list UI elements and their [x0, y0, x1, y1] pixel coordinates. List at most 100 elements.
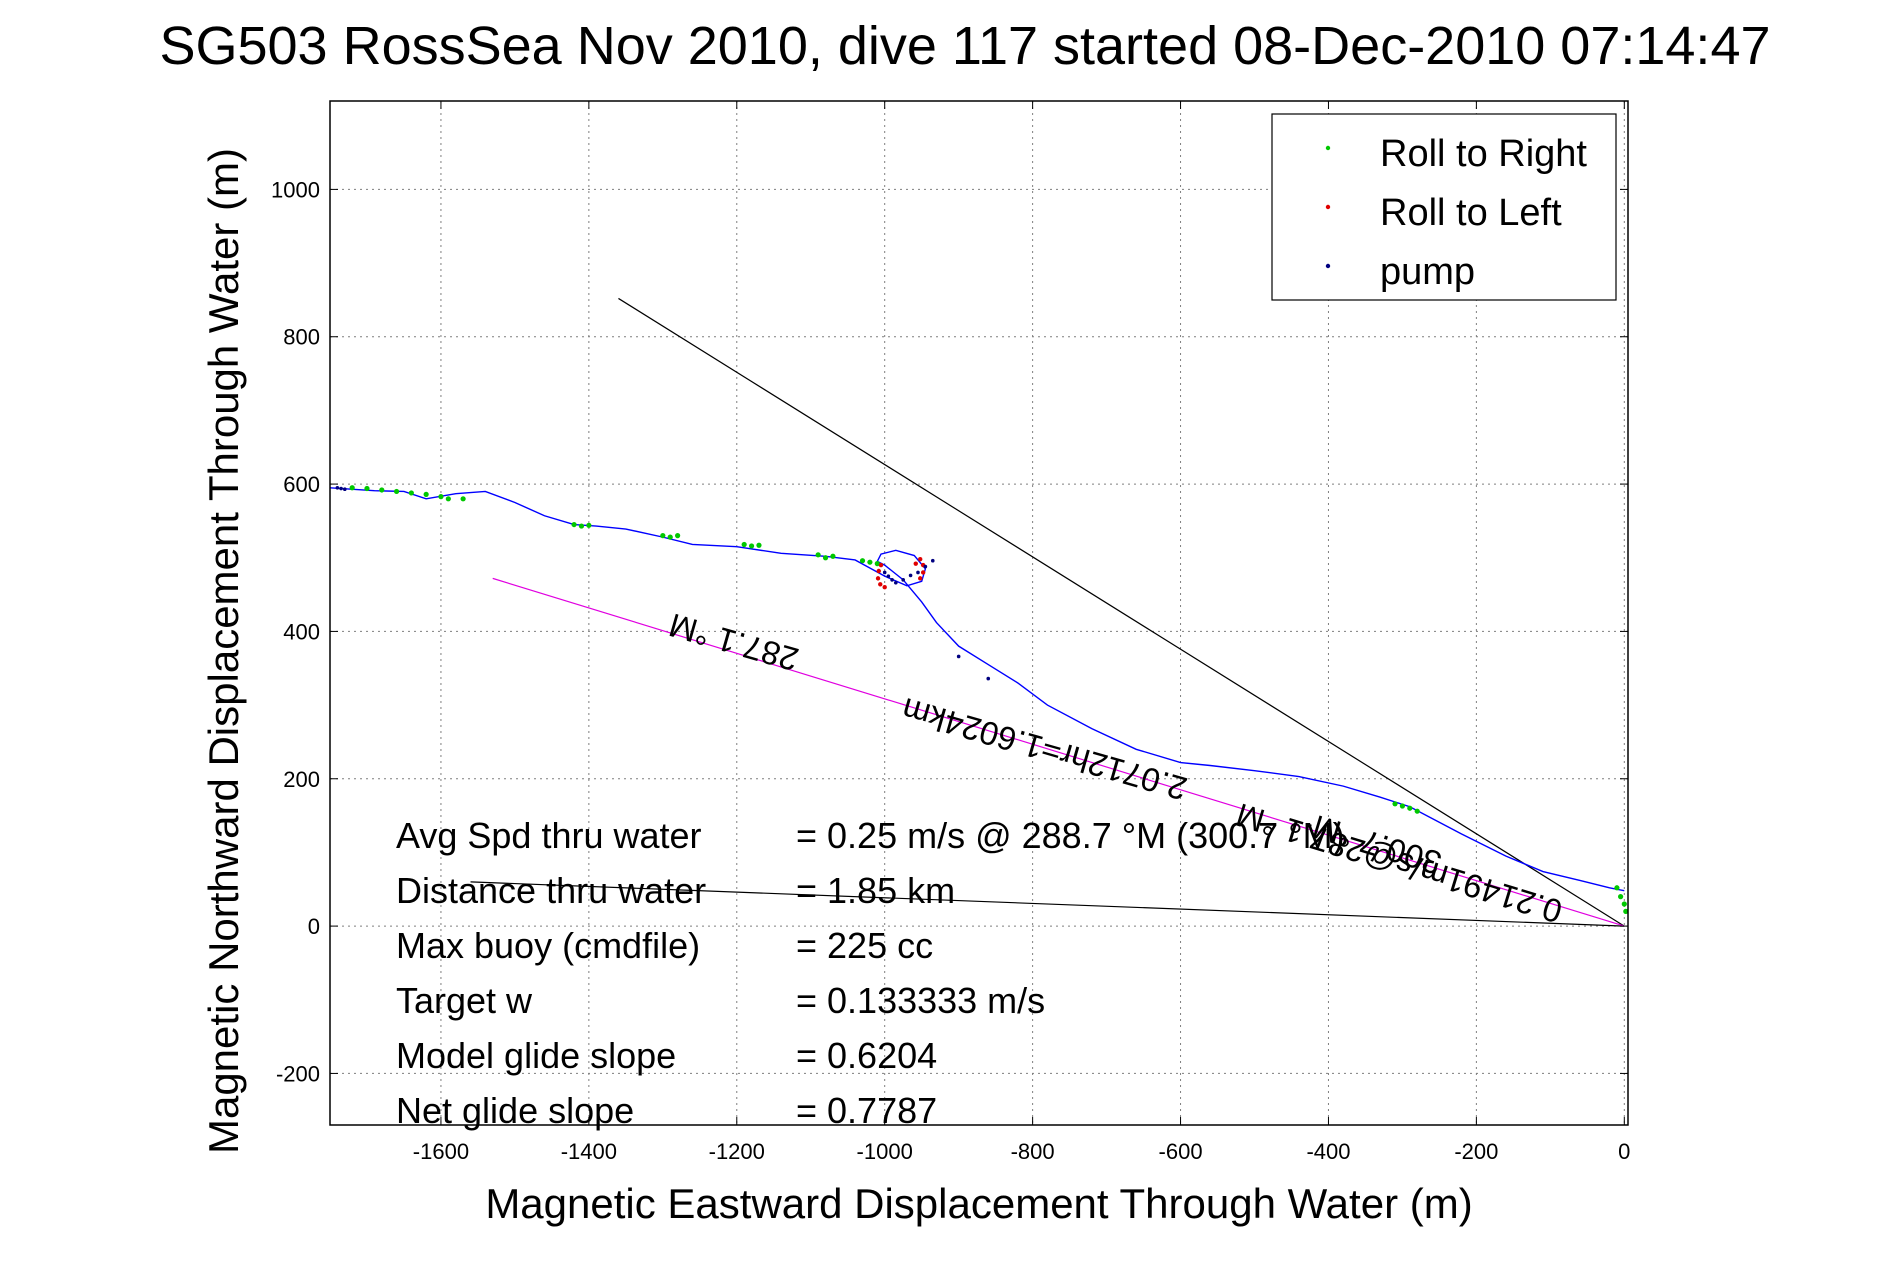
- roll-right-point: [349, 485, 355, 491]
- roll-right-point: [445, 496, 451, 502]
- y-tick-label: 800: [283, 325, 320, 350]
- stat-value: = 0.133333 m/s: [796, 980, 1045, 1021]
- chart-title: SG503 RossSea Nov 2010, dive 117 started…: [159, 16, 1770, 76]
- plot-frame: [329, 100, 1629, 1126]
- stat-label: Model glide slope: [396, 1035, 676, 1076]
- pump-point: [930, 558, 935, 563]
- y-tick-label: -200: [276, 1061, 320, 1086]
- x-tick-label: -600: [1159, 1139, 1203, 1164]
- stat-label: Avg Spd thru water: [396, 815, 702, 856]
- x-tick-label: -200: [1454, 1139, 1498, 1164]
- pump-point: [886, 574, 891, 578]
- pump-point: [339, 486, 343, 491]
- stats-block: Avg Spd thru water = 0.25 m/s @ 288.7 °M …: [396, 815, 1345, 1131]
- roll-right-point: [867, 559, 873, 565]
- roll-left-point: [918, 576, 923, 581]
- y-tick-label: 400: [283, 619, 320, 644]
- roll-right-point: [379, 487, 385, 493]
- roll-right-point: [1392, 801, 1398, 807]
- pump-point: [923, 564, 928, 569]
- guide-line: [618, 297, 1625, 927]
- roll-right-point: [408, 490, 414, 496]
- roll-right-point: [756, 542, 762, 548]
- pump-point: [342, 487, 347, 492]
- roll-right-point: [571, 521, 577, 528]
- roll-left-point: [878, 562, 884, 568]
- roll-right-point: [1407, 805, 1413, 811]
- pump-point: [893, 580, 898, 585]
- roll-right-point: [364, 485, 370, 492]
- stat-value: = 1.85 km: [796, 870, 955, 911]
- y-tick-label: 1000: [271, 177, 320, 202]
- roll-left-point: [878, 582, 883, 587]
- pump-point: [901, 578, 905, 582]
- x-axis-label: Magnetic Eastward Displacement Through W…: [485, 1180, 1472, 1227]
- roll-right-point: [830, 553, 836, 559]
- x-tick-label: -1600: [413, 1139, 469, 1164]
- roll-right-point: [578, 523, 585, 529]
- x-tick-label: -400: [1306, 1139, 1350, 1164]
- plot-series: [329, 297, 1629, 927]
- roll-right-point: [438, 494, 444, 500]
- pump-point: [916, 570, 920, 575]
- roll-right-point: [660, 533, 666, 539]
- grid: [330, 101, 1628, 1125]
- roll-right-point: [822, 555, 829, 561]
- roll-right-point: [1618, 894, 1624, 900]
- stat-value: = 0.7787: [796, 1090, 937, 1131]
- roll-left-point: [882, 585, 887, 590]
- legend-label: Roll to Right: [1380, 133, 1587, 175]
- y-tick-label: 0: [308, 914, 320, 939]
- x-tick-label: -800: [1011, 1139, 1055, 1164]
- stat-value: = 0.25 m/s @ 288.7 °M (300.7 °M): [796, 815, 1345, 856]
- legend-label: pump: [1380, 251, 1475, 293]
- stat-value: = 0.6204: [796, 1035, 937, 1076]
- stat-label: Target w: [396, 980, 533, 1021]
- roll-right-point: [423, 491, 429, 497]
- roll-right-point: [874, 561, 880, 567]
- roll-right-point: [1414, 808, 1420, 814]
- heading-line: [492, 577, 1625, 927]
- x-tick-label: -1000: [857, 1139, 913, 1164]
- y-tick-label: 200: [283, 767, 320, 792]
- guide-line: [470, 881, 1625, 927]
- pump-point: [986, 676, 991, 681]
- roll-right-point: [667, 534, 673, 540]
- roll-right-point: [393, 488, 400, 495]
- roll-right-point: [1621, 901, 1627, 907]
- legend: Roll to Right Roll to Left pump: [1271, 113, 1617, 301]
- x-tick-label: 0: [1618, 1139, 1630, 1164]
- pump-point: [335, 485, 340, 490]
- stat-label: Net glide slope: [396, 1090, 634, 1131]
- stat-value: = 225 cc: [796, 925, 933, 966]
- y-axis-label: Magnetic Northward Displacement Through …: [200, 148, 247, 1154]
- roll-right-point: [586, 522, 592, 528]
- roll-right-point: [815, 552, 821, 558]
- roll-left-point: [875, 576, 881, 581]
- pump-point: [956, 654, 961, 659]
- legend-marker: [1325, 263, 1331, 269]
- roll-left-point: [920, 570, 926, 575]
- roll-right-point: [460, 496, 466, 502]
- roll-left-point: [913, 561, 918, 566]
- roll-right-point: [1614, 885, 1620, 891]
- roll-right-point: [1623, 908, 1629, 914]
- roll-left-point: [918, 557, 923, 562]
- pump-point: [908, 573, 913, 578]
- legend-marker: [1325, 145, 1331, 151]
- roll-right-point: [741, 541, 747, 548]
- roll-left-point: [876, 568, 881, 574]
- roll-right-point: [859, 558, 866, 564]
- legend-label: Roll to Left: [1380, 192, 1562, 234]
- y-tick-label: 600: [283, 472, 320, 497]
- stat-label: Distance thru water: [396, 870, 706, 911]
- pump-point: [890, 578, 894, 582]
- pump-point: [882, 570, 887, 575]
- stat-label: Max buoy (cmdfile): [396, 925, 700, 966]
- roll-right-point: [748, 543, 755, 549]
- x-tick-label: -1200: [709, 1139, 765, 1164]
- roll-right-point: [675, 533, 681, 539]
- roll-right-point: [1399, 803, 1406, 809]
- legend-marker: [1325, 204, 1331, 210]
